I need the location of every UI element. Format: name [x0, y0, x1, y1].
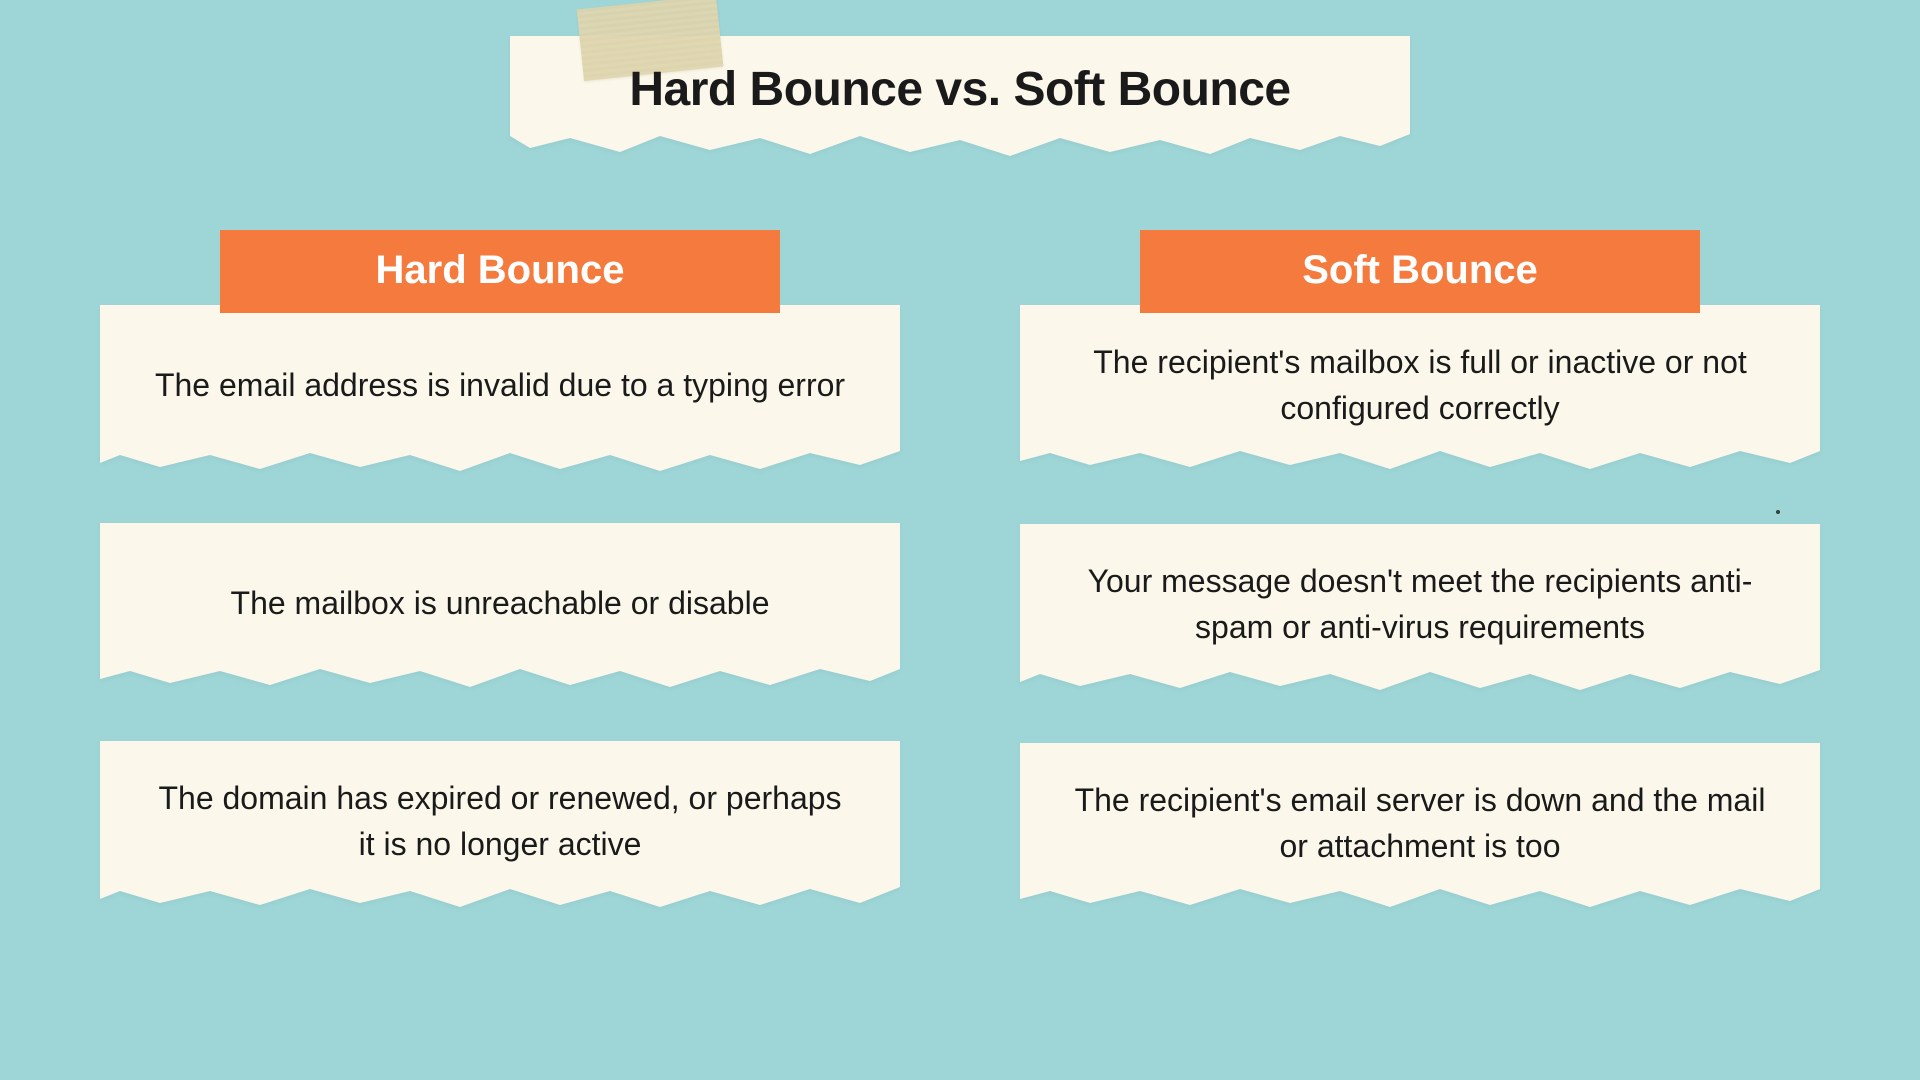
title-paper: Hard Bounce vs. Soft Bounce — [510, 36, 1410, 157]
column-header-soft: Soft Bounce — [1140, 230, 1700, 313]
hard-item-2-text: The mailbox is unreachable or disable — [231, 580, 770, 626]
hard-card-3: The domain has expired or renewed, or pe… — [100, 741, 900, 912]
hard-item-3-text: The domain has expired or renewed, or pe… — [148, 775, 852, 868]
stray-dot-decoration — [1776, 510, 1780, 514]
title-block: Hard Bounce vs. Soft Bounce — [510, 36, 1410, 157]
soft-item-3-text: The recipient's email server is down and… — [1068, 777, 1772, 870]
soft-card-2: Your message doesn't meet the recipients… — [1020, 524, 1820, 695]
infographic-canvas: Hard Bounce vs. Soft Bounce Hard Bounce … — [0, 0, 1920, 1080]
column-soft-bounce: Soft Bounce The recipient's mailbox is f… — [1020, 230, 1820, 913]
soft-item-2-text: Your message doesn't meet the recipients… — [1068, 558, 1772, 651]
hard-item-1-text: The email address is invalid due to a ty… — [155, 362, 845, 408]
page-title: Hard Bounce vs. Soft Bounce — [570, 62, 1350, 117]
column-hard-bounce: Hard Bounce The email address is invalid… — [100, 230, 900, 913]
columns-container: Hard Bounce The email address is invalid… — [100, 230, 1820, 913]
column-header-hard: Hard Bounce — [220, 230, 780, 313]
soft-item-1-text: The recipient's mailbox is full or inact… — [1068, 339, 1772, 432]
hard-card-2: The mailbox is unreachable or disable — [100, 523, 900, 693]
soft-card-1: The recipient's mailbox is full or inact… — [1020, 305, 1820, 476]
hard-card-1: The email address is invalid due to a ty… — [100, 305, 900, 475]
soft-card-3: The recipient's email server is down and… — [1020, 743, 1820, 914]
